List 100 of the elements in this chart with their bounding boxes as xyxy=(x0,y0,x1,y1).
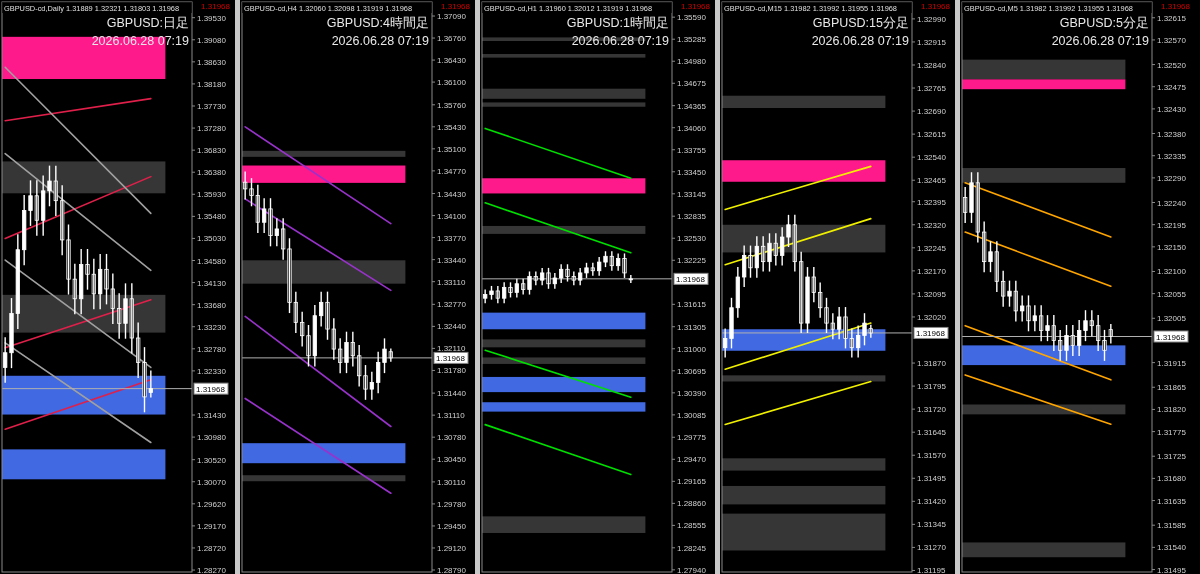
y-tick-label: 1.33680 xyxy=(197,300,227,310)
y-tick-label: 1.32005 xyxy=(1157,314,1187,324)
y-tick-label: 1.37280 xyxy=(197,124,227,134)
y-tick-label: 1.32225 xyxy=(677,256,707,266)
y-tick-label: 1.39080 xyxy=(197,35,227,45)
y-tick-label: 1.30390 xyxy=(677,388,707,398)
y-tick-label: 1.32240 xyxy=(1157,198,1187,208)
y-tick-label: 1.34060 xyxy=(677,123,707,133)
y-tick-label: 1.36760 xyxy=(437,34,467,44)
text: 2026.06.28 07:19 xyxy=(1051,34,1150,48)
y-tick-label: 1.32475 xyxy=(1157,82,1187,92)
y-tick-label: 1.30695 xyxy=(677,366,707,376)
y-tick-label: 1.36430 xyxy=(437,56,467,66)
y-tick-label: 1.32530 xyxy=(677,234,707,244)
ref-line-label: 1.31968 xyxy=(436,353,466,363)
y-tick-label: 1.32570 xyxy=(1157,35,1187,45)
y-tick-label: 1.28860 xyxy=(677,499,707,509)
y-tick-label: 1.31635 xyxy=(1157,496,1187,506)
y-tick-label: 1.29170 xyxy=(197,521,227,531)
y-tick-label: 1.32100 xyxy=(1157,267,1187,277)
y-tick-label: 1.32095 xyxy=(917,289,947,299)
y-tick-label: 1.31820 xyxy=(1157,405,1187,415)
y-tick-label: 1.29470 xyxy=(677,455,707,465)
y-tick-label: 1.30780 xyxy=(437,433,467,443)
y-tick-label: 1.31430 xyxy=(197,411,227,421)
y-tick-label: 1.32915 xyxy=(917,37,947,47)
y-tick-label: 1.38180 xyxy=(197,79,227,89)
y-tick-label: 1.30110 xyxy=(437,477,466,487)
y-tick-label: 1.32395 xyxy=(917,197,947,207)
y-tick-label: 1.32540 xyxy=(917,153,947,163)
text: 1.31968 xyxy=(1161,2,1191,11)
y-tick-label: 1.29165 xyxy=(677,477,707,487)
y-tick-label: 1.32440 xyxy=(437,322,467,332)
y-tick-label: 1.31420 xyxy=(917,497,947,507)
y-tick-label: 1.32840 xyxy=(917,60,947,70)
text: 2026.06.28 07:19 xyxy=(571,34,670,48)
y-tick-label: 1.33770 xyxy=(437,233,467,243)
y-tick-label: 1.32335 xyxy=(1157,151,1187,161)
text: GBPUSD:1時間足 xyxy=(566,16,669,30)
y-tick-label: 1.35590 xyxy=(677,13,707,23)
y-tick-label: 1.32835 xyxy=(677,212,707,222)
y-tick-label: 1.31570 xyxy=(917,451,947,461)
y-tick-label: 1.32615 xyxy=(917,130,947,140)
y-tick-label: 1.31110 xyxy=(437,411,466,421)
y-tick-label: 1.32765 xyxy=(917,84,947,94)
y-tick-label: 1.32520 xyxy=(1157,60,1187,70)
y-tick-label: 1.31680 xyxy=(1157,474,1187,484)
text: GBPUSD:15分足 xyxy=(812,16,909,30)
y-tick-label: 1.35760 xyxy=(437,100,467,110)
y-tick-label: 1.32770 xyxy=(437,300,467,310)
y-tick-label: 1.35930 xyxy=(197,190,227,200)
y-tick-label: 1.31540 xyxy=(1157,543,1187,553)
y-tick-label: 1.34100 xyxy=(437,211,467,221)
y-tick-label: 1.31495 xyxy=(917,474,947,484)
y-tick-label: 1.29450 xyxy=(437,521,467,531)
y-tick-label: 1.29775 xyxy=(677,433,707,443)
y-tick-label: 1.33755 xyxy=(677,145,707,155)
y-tick-label: 1.33145 xyxy=(677,189,707,199)
y-tick-label: 1.32380 xyxy=(1157,129,1187,139)
y-tick-label: 1.33450 xyxy=(677,167,707,177)
text: GBPUSD:4時間足 xyxy=(326,16,429,30)
y-tick-label: 1.31870 xyxy=(917,359,947,369)
y-tick-label: 1.31795 xyxy=(917,382,947,392)
y-tick-label: 1.32430 xyxy=(1157,104,1187,114)
y-tick-label: 1.32150 xyxy=(1157,242,1187,252)
y-tick-label: 1.32780 xyxy=(197,344,227,354)
y-tick-label: 1.31865 xyxy=(1157,383,1187,393)
text: 2026.06.28 07:19 xyxy=(811,34,910,48)
y-tick-label: 1.30980 xyxy=(197,433,227,443)
y-tick-label: 1.28270 xyxy=(197,566,227,574)
y-tick-label: 1.32320 xyxy=(917,220,947,230)
y-tick-label: 1.31915 xyxy=(1157,358,1187,368)
y-tick-label: 1.30520 xyxy=(197,455,227,465)
y-tick-label: 1.31645 xyxy=(917,428,947,438)
y-tick-label: 1.35480 xyxy=(197,212,227,222)
y-tick-label: 1.34675 xyxy=(677,79,707,89)
y-tick-label: 1.32170 xyxy=(917,266,947,276)
y-tick-label: 1.29620 xyxy=(197,499,227,509)
y-tick-label: 1.31720 xyxy=(917,405,947,415)
y-tick-label: 1.32020 xyxy=(917,312,947,322)
y-tick-label: 1.32055 xyxy=(1157,289,1187,299)
y-tick-label: 1.30450 xyxy=(437,455,467,465)
y-tick-label: 1.31305 xyxy=(677,322,707,332)
text: 1.31968 xyxy=(681,2,711,11)
y-tick-label: 1.28245 xyxy=(677,543,707,553)
text: 1.31968 xyxy=(201,2,231,11)
ref-line-label: 1.31968 xyxy=(1156,332,1186,342)
y-tick-label: 1.32290 xyxy=(1157,173,1187,183)
text: GBPUSD:日足 xyxy=(106,16,189,30)
y-tick-label: 1.32195 xyxy=(1157,220,1187,230)
y-tick-label: 1.34430 xyxy=(437,189,467,199)
y-tick-label: 1.32330 xyxy=(197,366,227,376)
y-tick-label: 1.35285 xyxy=(677,35,707,45)
y-tick-label: 1.35100 xyxy=(437,144,467,154)
y-tick-label: 1.32245 xyxy=(917,243,947,253)
y-tick-label: 1.38630 xyxy=(197,57,227,67)
ref-line-label: 1.31968 xyxy=(916,328,946,338)
y-tick-label: 1.32110 xyxy=(437,344,466,354)
text: 1.31968 xyxy=(921,2,951,11)
y-tick-label: 1.27940 xyxy=(677,565,707,574)
